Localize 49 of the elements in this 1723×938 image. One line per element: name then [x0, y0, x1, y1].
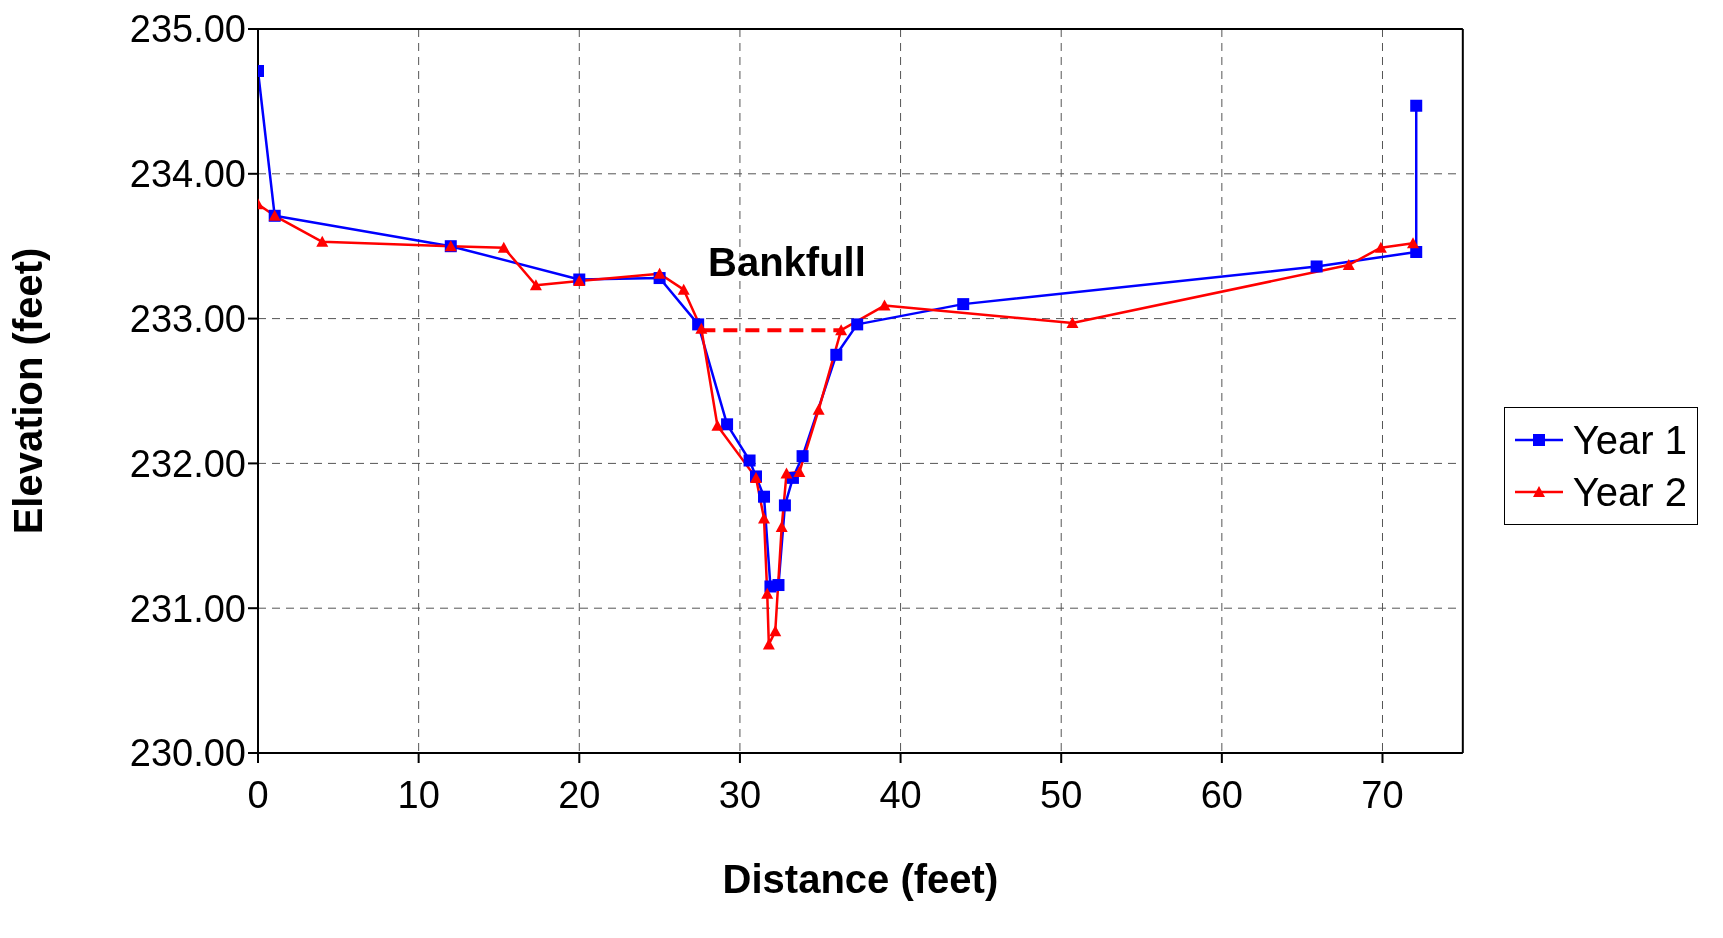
point [758, 490, 771, 503]
x-tick-label: 10 [397, 773, 440, 816]
point [677, 283, 690, 295]
point [775, 521, 788, 533]
y-tick-label: 230.00 [129, 732, 246, 775]
x-tick-label: 20 [558, 773, 601, 816]
point [761, 587, 774, 599]
y-tick-label: 234.00 [129, 153, 246, 196]
point [721, 418, 734, 431]
x-axis-title: Distance (feet) [722, 857, 999, 901]
legend-label: Year 2 [1572, 468, 1687, 516]
point [758, 512, 771, 524]
point [878, 299, 891, 311]
point [769, 625, 782, 637]
x-tick-label: 0 [247, 773, 269, 816]
y-axis-title: Elevation (feet) [6, 247, 51, 535]
x-tick-label: 40 [879, 773, 922, 816]
point [743, 454, 756, 467]
point [1407, 237, 1420, 249]
point [1342, 259, 1355, 271]
x-tick-label: 70 [1361, 773, 1404, 816]
point [1374, 241, 1387, 253]
point [830, 348, 843, 361]
x-tick-label: 60 [1200, 773, 1243, 816]
annotation: Bankfull [708, 240, 866, 285]
point [316, 235, 329, 247]
y-tick-label: 232.00 [129, 442, 246, 485]
point [812, 403, 825, 415]
point [793, 466, 806, 478]
y-tick-label: 235.00 [129, 8, 246, 51]
point [1410, 99, 1423, 112]
point [772, 579, 785, 592]
point [653, 267, 666, 279]
point [851, 318, 864, 331]
x-tick-label: 50 [1040, 773, 1083, 816]
point [835, 324, 848, 336]
point [711, 419, 724, 431]
legend-label: Year 1 [1572, 416, 1687, 464]
point [1310, 260, 1323, 273]
point [957, 298, 970, 311]
y-tick-label: 231.00 [129, 587, 246, 630]
point [796, 450, 809, 463]
point [529, 279, 542, 291]
point [497, 241, 510, 253]
y-tick-label: 233.00 [129, 298, 246, 341]
point [780, 467, 793, 479]
point [1066, 316, 1079, 328]
x-tick-label: 30 [718, 773, 762, 816]
point [778, 499, 791, 512]
